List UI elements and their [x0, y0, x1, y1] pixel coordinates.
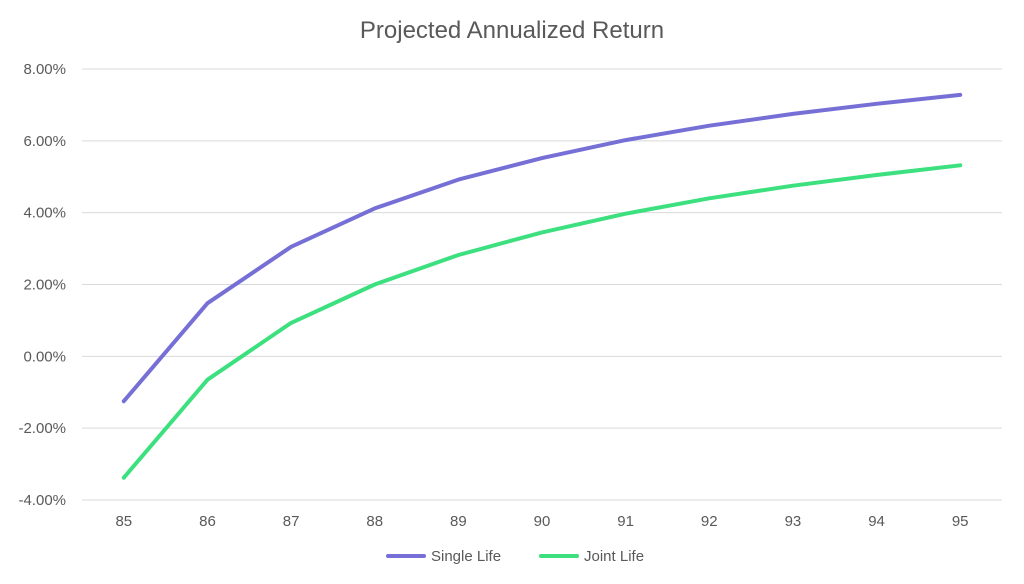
y-tick-label: -4.00%: [18, 492, 66, 509]
y-tick-label: 6.00%: [23, 133, 66, 150]
y-tick-label: -2.00%: [18, 420, 66, 437]
x-tick-label: 90: [534, 513, 551, 530]
x-tick-label: 85: [115, 513, 132, 530]
y-tick-label: 2.00%: [23, 277, 66, 294]
x-tick-label: 92: [701, 513, 718, 530]
gridlines: [82, 68, 1002, 501]
x-tick-label: 89: [450, 513, 467, 530]
x-tick-label: 95: [952, 513, 969, 530]
series-lines: [121, 92, 963, 480]
legend: Single Life Joint Life: [386, 548, 644, 565]
y-tick-label: 4.00%: [23, 205, 66, 222]
y-axis-ticks: -4.00% -2.00% 0.00% 2.00% 4.00% 6.00% 8.00%: [18, 61, 66, 509]
chart-title: Projected Annualized Return: [360, 17, 664, 44]
x-tick-label: 93: [785, 513, 802, 530]
x-tick-label: 94: [868, 513, 885, 530]
legend-label: Joint Life: [584, 548, 644, 565]
y-tick-label: 0.00%: [23, 348, 66, 365]
x-axis-ticks: 85 86 87 88 89 90 91 92 93 94 95: [115, 513, 968, 530]
x-tick-label: 91: [617, 513, 634, 530]
series-line-joint-life: [121, 163, 963, 480]
legend-label: Single Life: [431, 548, 501, 565]
series-line-single-life: [121, 92, 963, 404]
x-tick-label: 86: [199, 513, 216, 530]
x-tick-label: 87: [283, 513, 300, 530]
x-tick-label: 88: [366, 513, 383, 530]
y-tick-label: 8.00%: [23, 61, 66, 78]
